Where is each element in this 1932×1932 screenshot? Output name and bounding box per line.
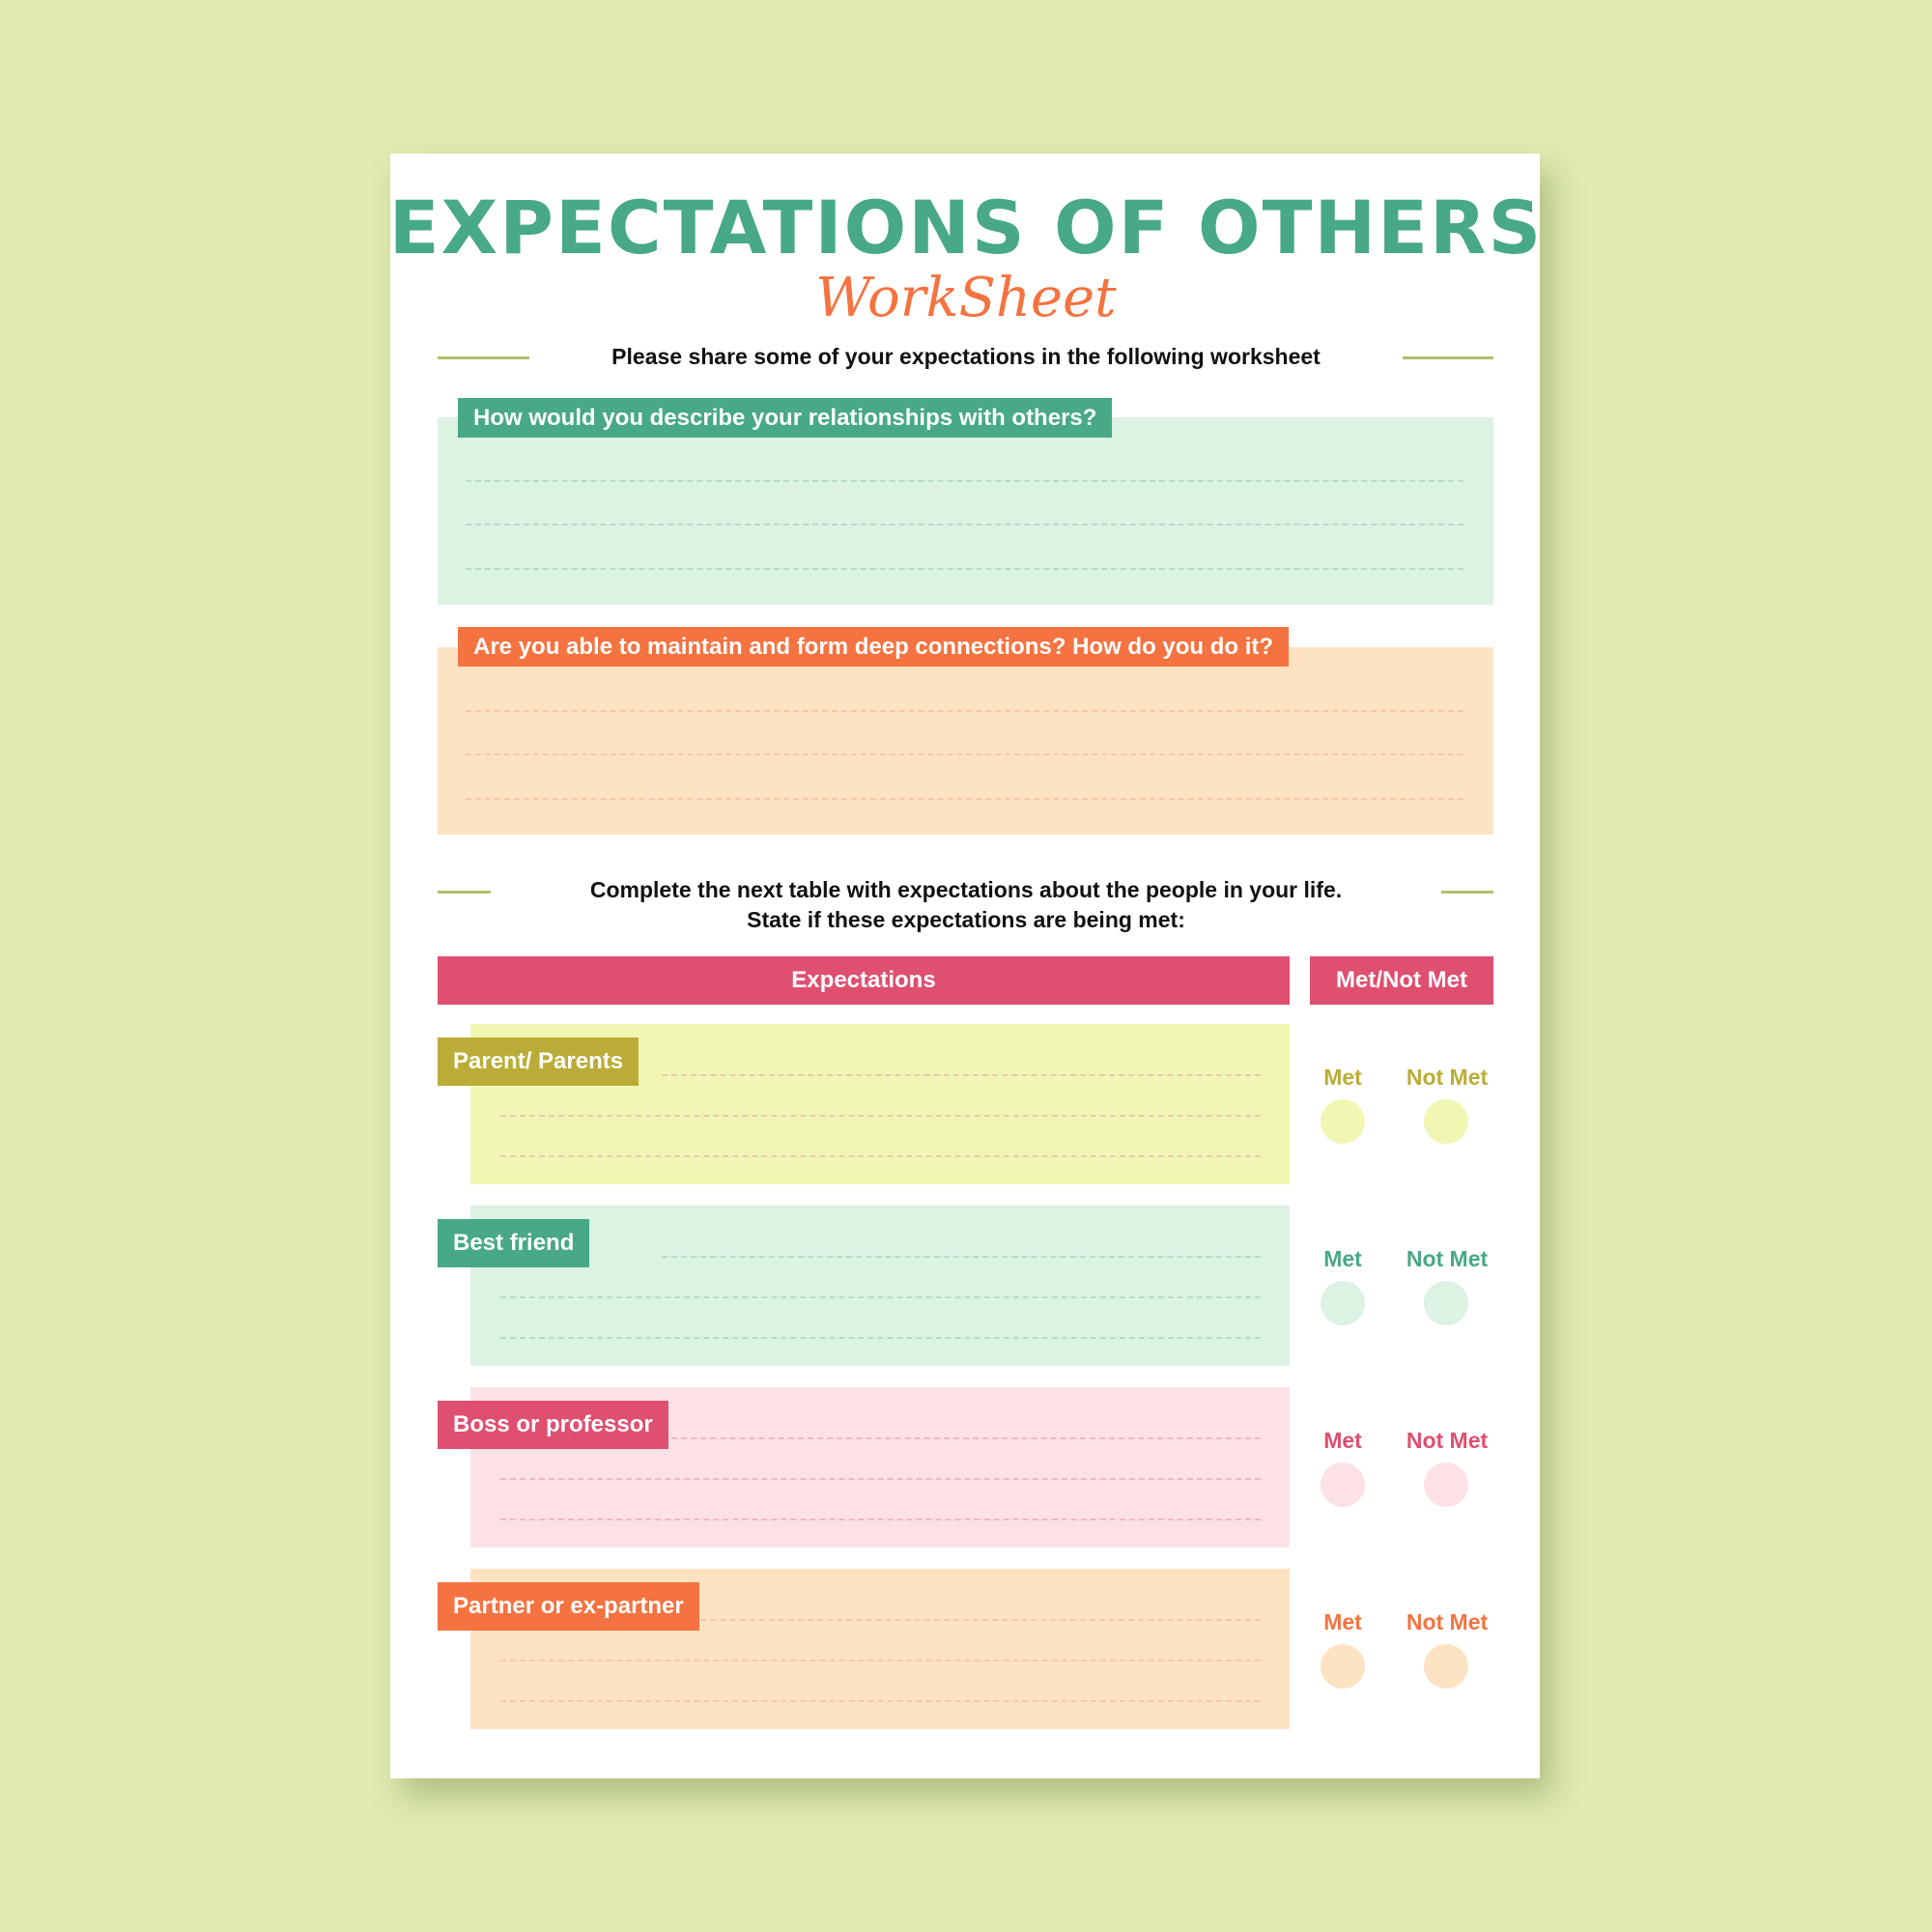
writing-line [662,1619,1261,1621]
met-checkbox[interactable] [1321,1644,1365,1689]
writing-line [466,798,1463,800]
met-checkbox[interactable] [1321,1099,1365,1144]
not-met-label: Not Met [1406,1609,1489,1634]
writing-line [500,1519,1261,1520]
met-checkbox[interactable] [1321,1463,1365,1507]
row-label: Partner or ex-partner [438,1582,699,1631]
question-label: How would you describe your relationship… [458,398,1113,438]
expectations-header: Expectations [438,956,1290,1005]
met-label: Met [1323,1065,1362,1090]
met-label: Met [1323,1246,1362,1271]
met-checkbox[interactable] [1321,1281,1365,1325]
writing-line [500,1478,1261,1480]
table-intro: Complete the next table with expectation… [497,875,1435,935]
not-met-label: Not Met [1406,1065,1489,1090]
not-met-checkbox[interactable] [1424,1099,1468,1144]
not-met-label: Not Met [1406,1246,1489,1271]
met-not-met-header: Met/Not Met [1310,956,1493,1005]
met-label: Met [1323,1609,1362,1634]
not-met-checkbox[interactable] [1424,1463,1468,1507]
worksheet-script-subtitle: WorkSheet [815,267,1117,329]
writing-line [466,753,1463,755]
table-intro-line2: State if these expectations are being me… [747,907,1185,932]
writing-line [662,1437,1261,1439]
row-label: Boss or professor [438,1401,668,1449]
divider [1441,891,1493,894]
writing-line [466,524,1463,526]
writing-line [662,1256,1261,1258]
writing-line [500,1700,1261,1702]
writing-line [500,1337,1261,1339]
not-met-checkbox[interactable] [1424,1644,1468,1689]
writing-line [500,1296,1261,1298]
page-title: EXPECTATIONS OF OTHERS [388,185,1544,270]
writing-line [500,1115,1261,1117]
table-intro-line1: Complete the next table with expectation… [589,877,1343,902]
writing-line [466,568,1463,570]
writing-line [466,480,1463,482]
not-met-label: Not Met [1406,1428,1489,1453]
not-met-checkbox[interactable] [1424,1281,1468,1325]
intro-text: Please share some of your expectations i… [611,344,1321,369]
writing-line [466,710,1463,712]
expectation-box[interactable] [470,1206,1290,1366]
writing-line [500,1660,1261,1662]
met-label: Met [1323,1428,1362,1453]
answer-box[interactable] [438,647,1493,835]
divider [438,891,491,894]
row-label: Parent/ Parents [438,1037,639,1086]
question-label: Are you able to maintain and form deep c… [458,627,1290,667]
row-label: Best friend [438,1219,590,1267]
writing-line [662,1074,1261,1076]
divider [1403,356,1493,359]
writing-line [500,1155,1261,1157]
answer-box[interactable] [438,417,1493,605]
divider [438,356,529,359]
